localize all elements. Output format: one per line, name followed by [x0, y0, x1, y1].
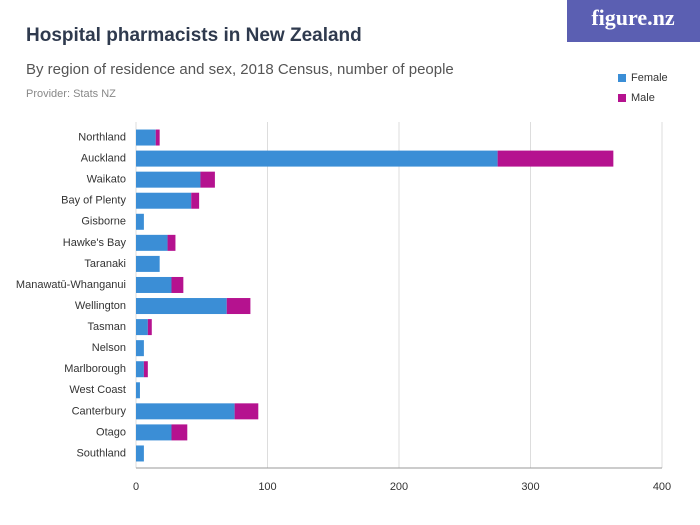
bar-segment — [136, 234, 168, 251]
legend-swatch — [618, 74, 626, 82]
bar-segment — [136, 129, 156, 146]
bar-segment — [136, 340, 144, 357]
provider: Provider: Stats NZ — [26, 88, 116, 100]
y-tick-label: Wellington — [75, 300, 126, 312]
bar-segment — [136, 213, 144, 230]
bar-segment — [171, 276, 184, 293]
bar-segment — [143, 361, 148, 378]
bar-segment — [234, 403, 259, 420]
y-tick-label: West Coast — [69, 384, 126, 396]
y-tick-label: Auckland — [81, 153, 126, 165]
bar-segment — [147, 319, 152, 336]
y-tick-label: Otago — [96, 426, 126, 438]
y-tick-label: Manawatū-Whanganui — [16, 279, 126, 291]
x-tick-label: 300 — [521, 481, 539, 493]
logo: figure.nz — [591, 5, 675, 30]
y-tick-label: Nelson — [92, 342, 126, 354]
x-tick-label: 400 — [653, 481, 671, 493]
y-tick-label: Tasman — [87, 321, 126, 333]
y-tick-label: Taranaki — [84, 258, 126, 270]
x-tick-label: 0 — [133, 481, 139, 493]
y-tick-label: Bay of Plenty — [61, 195, 126, 207]
bar-segment — [136, 171, 201, 188]
legend-label: Male — [631, 92, 655, 104]
bar-segment — [136, 319, 148, 336]
bar-segment — [136, 150, 498, 167]
x-tick-label: 200 — [390, 481, 408, 493]
bar-segment — [136, 276, 172, 293]
chart-subtitle: By region of residence and sex, 2018 Cen… — [26, 61, 454, 78]
y-tick-label: Hawke's Bay — [63, 237, 127, 249]
bar-segment — [136, 361, 144, 378]
bar-segment — [136, 382, 140, 399]
bar-segment — [136, 192, 192, 209]
y-tick-label: Northland — [78, 131, 126, 143]
y-tick-label: Canterbury — [72, 405, 127, 417]
bar-segment — [136, 445, 144, 462]
y-tick-label: Southland — [76, 447, 126, 459]
bar-segment — [167, 234, 176, 251]
bar-segment — [136, 255, 160, 272]
bar-segment — [497, 150, 614, 167]
y-tick-label: Marlborough — [64, 363, 126, 375]
y-tick-label: Gisborne — [81, 216, 126, 228]
x-tick-label: 100 — [258, 481, 276, 493]
bar-segment — [171, 424, 188, 441]
chart-title: Hospital pharmacists in New Zealand — [26, 25, 362, 46]
bar-segment — [136, 298, 227, 315]
bar-segment — [191, 192, 200, 209]
logo-box — [567, 0, 700, 42]
bar-segment — [136, 424, 172, 441]
legend-label: Female — [631, 72, 668, 84]
bar-segment — [200, 171, 215, 188]
y-tick-label: Waikato — [87, 174, 126, 186]
bar-segment — [155, 129, 160, 146]
legend-swatch — [618, 94, 626, 102]
bar-segment — [136, 403, 235, 420]
bar-segment — [226, 298, 251, 315]
